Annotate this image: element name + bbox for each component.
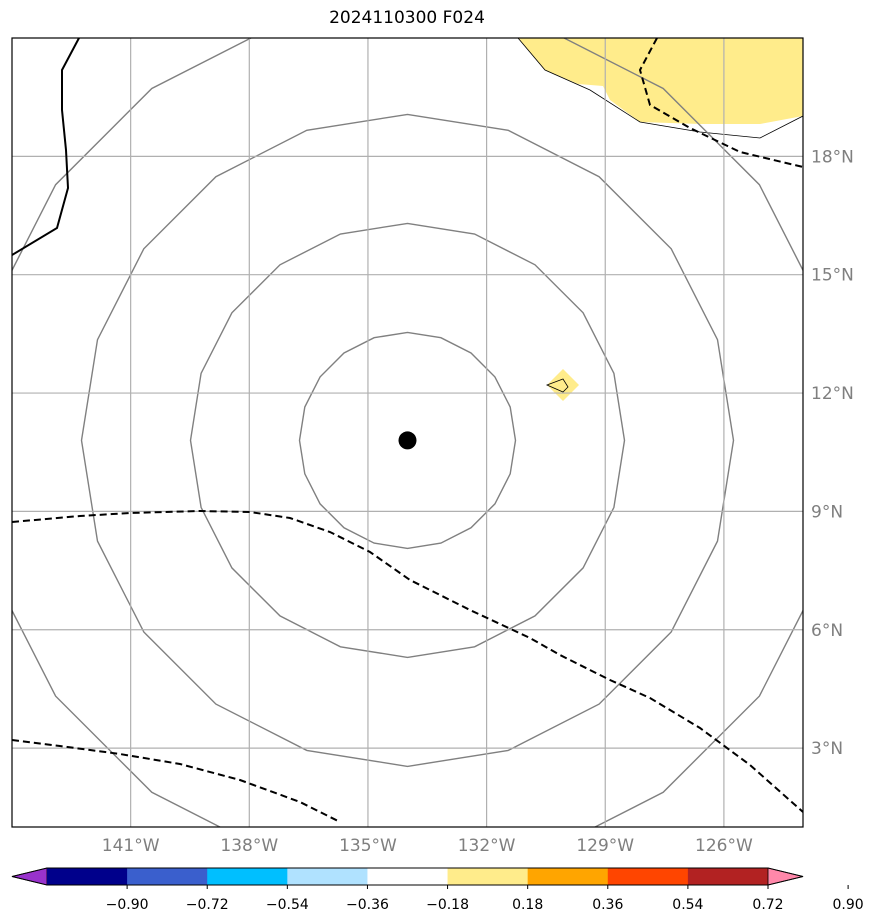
lat-tick-label: 3°N — [811, 739, 843, 759]
colorbar-segment — [127, 868, 208, 885]
lon-tick-label: 126°W — [695, 836, 753, 856]
colorbar-tick-label: 0.18 — [512, 897, 543, 913]
lon-tick-label: 132°W — [458, 836, 516, 856]
lat-tick-label: 9°N — [811, 502, 843, 522]
chart-title: 2024110300 F024 — [329, 8, 485, 28]
colorbar-tick-label: −0.18 — [426, 897, 469, 913]
positive-shading-small — [547, 369, 579, 401]
solid-contour-line — [12, 38, 80, 256]
lat-tick-label: 18°N — [811, 147, 854, 167]
colorbar-segment — [47, 868, 128, 885]
colorbar-tick-label: −0.72 — [186, 897, 229, 913]
colorbar-tick-label: 0.72 — [752, 897, 783, 913]
longitude-labels: 141°W 138°W 135°W 132°W 129°W 126°W — [102, 836, 753, 856]
colorbar-tick-label: −0.54 — [266, 897, 309, 913]
latitude-labels: 18°N 15°N 12°N 9°N 6°N 3°N — [811, 147, 854, 759]
lon-tick-label: 129°W — [576, 836, 634, 856]
colorbar-extend-max — [767, 867, 804, 886]
dashed-contour-bottom — [12, 739, 341, 823]
colorbar-tick-label: 0.90 — [833, 897, 864, 913]
lat-tick-label: 12°N — [811, 384, 854, 404]
colorbar-segment — [527, 868, 609, 885]
colorbar-outline — [11, 867, 804, 886]
thin-contour-line — [517, 38, 803, 139]
range-ring — [189, 222, 626, 659]
colorbar: −0.90 −0.72 −0.54 −0.36 −0.18 0.18 0.36 0.54 0.7… — [11, 867, 864, 913]
colorbar-segment — [447, 868, 529, 885]
range-ring — [80, 113, 735, 768]
colorbar-segment — [367, 868, 449, 885]
grid-lines — [12, 38, 803, 827]
lat-tick-label: 15°N — [811, 266, 854, 286]
positive-shading-region — [518, 38, 803, 124]
plot-frame — [11, 37, 804, 828]
colorbar-tick-label: 0.36 — [592, 897, 623, 913]
colorbar-segment — [207, 868, 288, 885]
colorbar-tick-label: −0.90 — [106, 897, 149, 913]
lon-tick-label: 138°W — [220, 836, 278, 856]
dashed-contour-middle — [12, 509, 803, 813]
thin-contour-small — [545, 378, 569, 393]
storm-center-marker — [398, 431, 417, 450]
colorbar-segment — [607, 868, 689, 885]
colorbar-tick-label: 0.54 — [672, 897, 703, 913]
colorbar-segment — [687, 868, 769, 885]
lon-tick-label: 141°W — [102, 836, 160, 856]
range-rings — [12, 38, 803, 827]
colorbar-tick-label: −0.36 — [346, 897, 389, 913]
colorbar-segment — [287, 868, 368, 885]
range-ring — [12, 38, 803, 827]
colorbar-extend-min — [11, 867, 48, 886]
lon-tick-label: 135°W — [339, 836, 397, 856]
lat-tick-label: 6°N — [811, 621, 843, 641]
range-ring — [298, 331, 517, 550]
